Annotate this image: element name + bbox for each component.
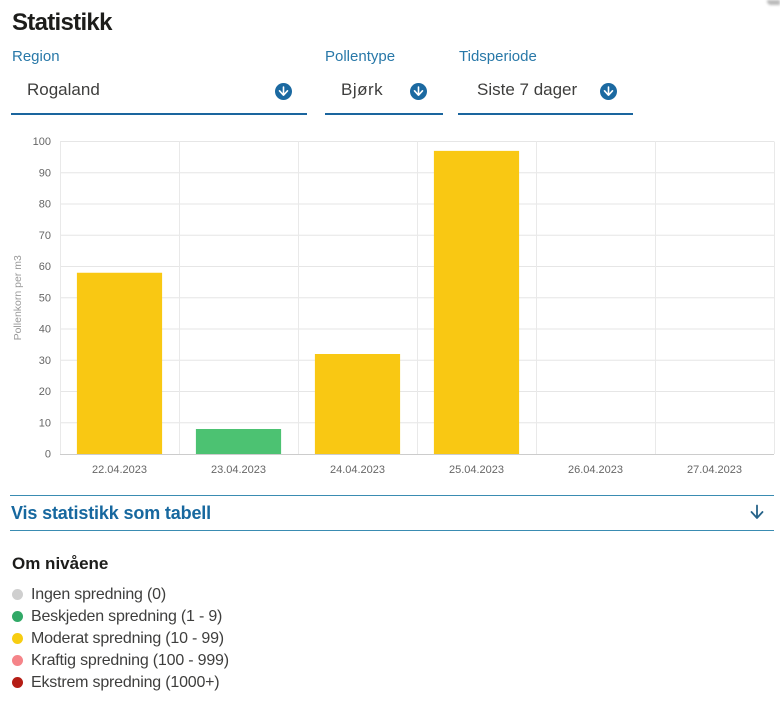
svg-text:26.04.2023: 26.04.2023 [568,464,623,476]
svg-text:20: 20 [39,386,51,398]
svg-text:23.04.2023: 23.04.2023 [211,464,266,476]
svg-text:70: 70 [39,230,51,242]
svg-text:60: 60 [39,261,51,273]
svg-text:Pollenkorn per m3: Pollenkorn per m3 [12,255,24,340]
svg-text:25.04.2023: 25.04.2023 [449,464,504,476]
svg-text:80: 80 [39,199,51,211]
svg-text:10: 10 [39,417,51,429]
svg-text:40: 40 [39,324,51,336]
svg-text:0: 0 [45,449,51,461]
svg-text:24.04.2023: 24.04.2023 [330,464,385,476]
svg-text:50: 50 [39,292,51,304]
svg-text:27.04.2023: 27.04.2023 [687,464,742,476]
svg-text:90: 90 [39,167,51,179]
svg-text:30: 30 [39,355,51,367]
svg-text:100: 100 [33,136,51,148]
svg-text:22.04.2023: 22.04.2023 [92,464,147,476]
